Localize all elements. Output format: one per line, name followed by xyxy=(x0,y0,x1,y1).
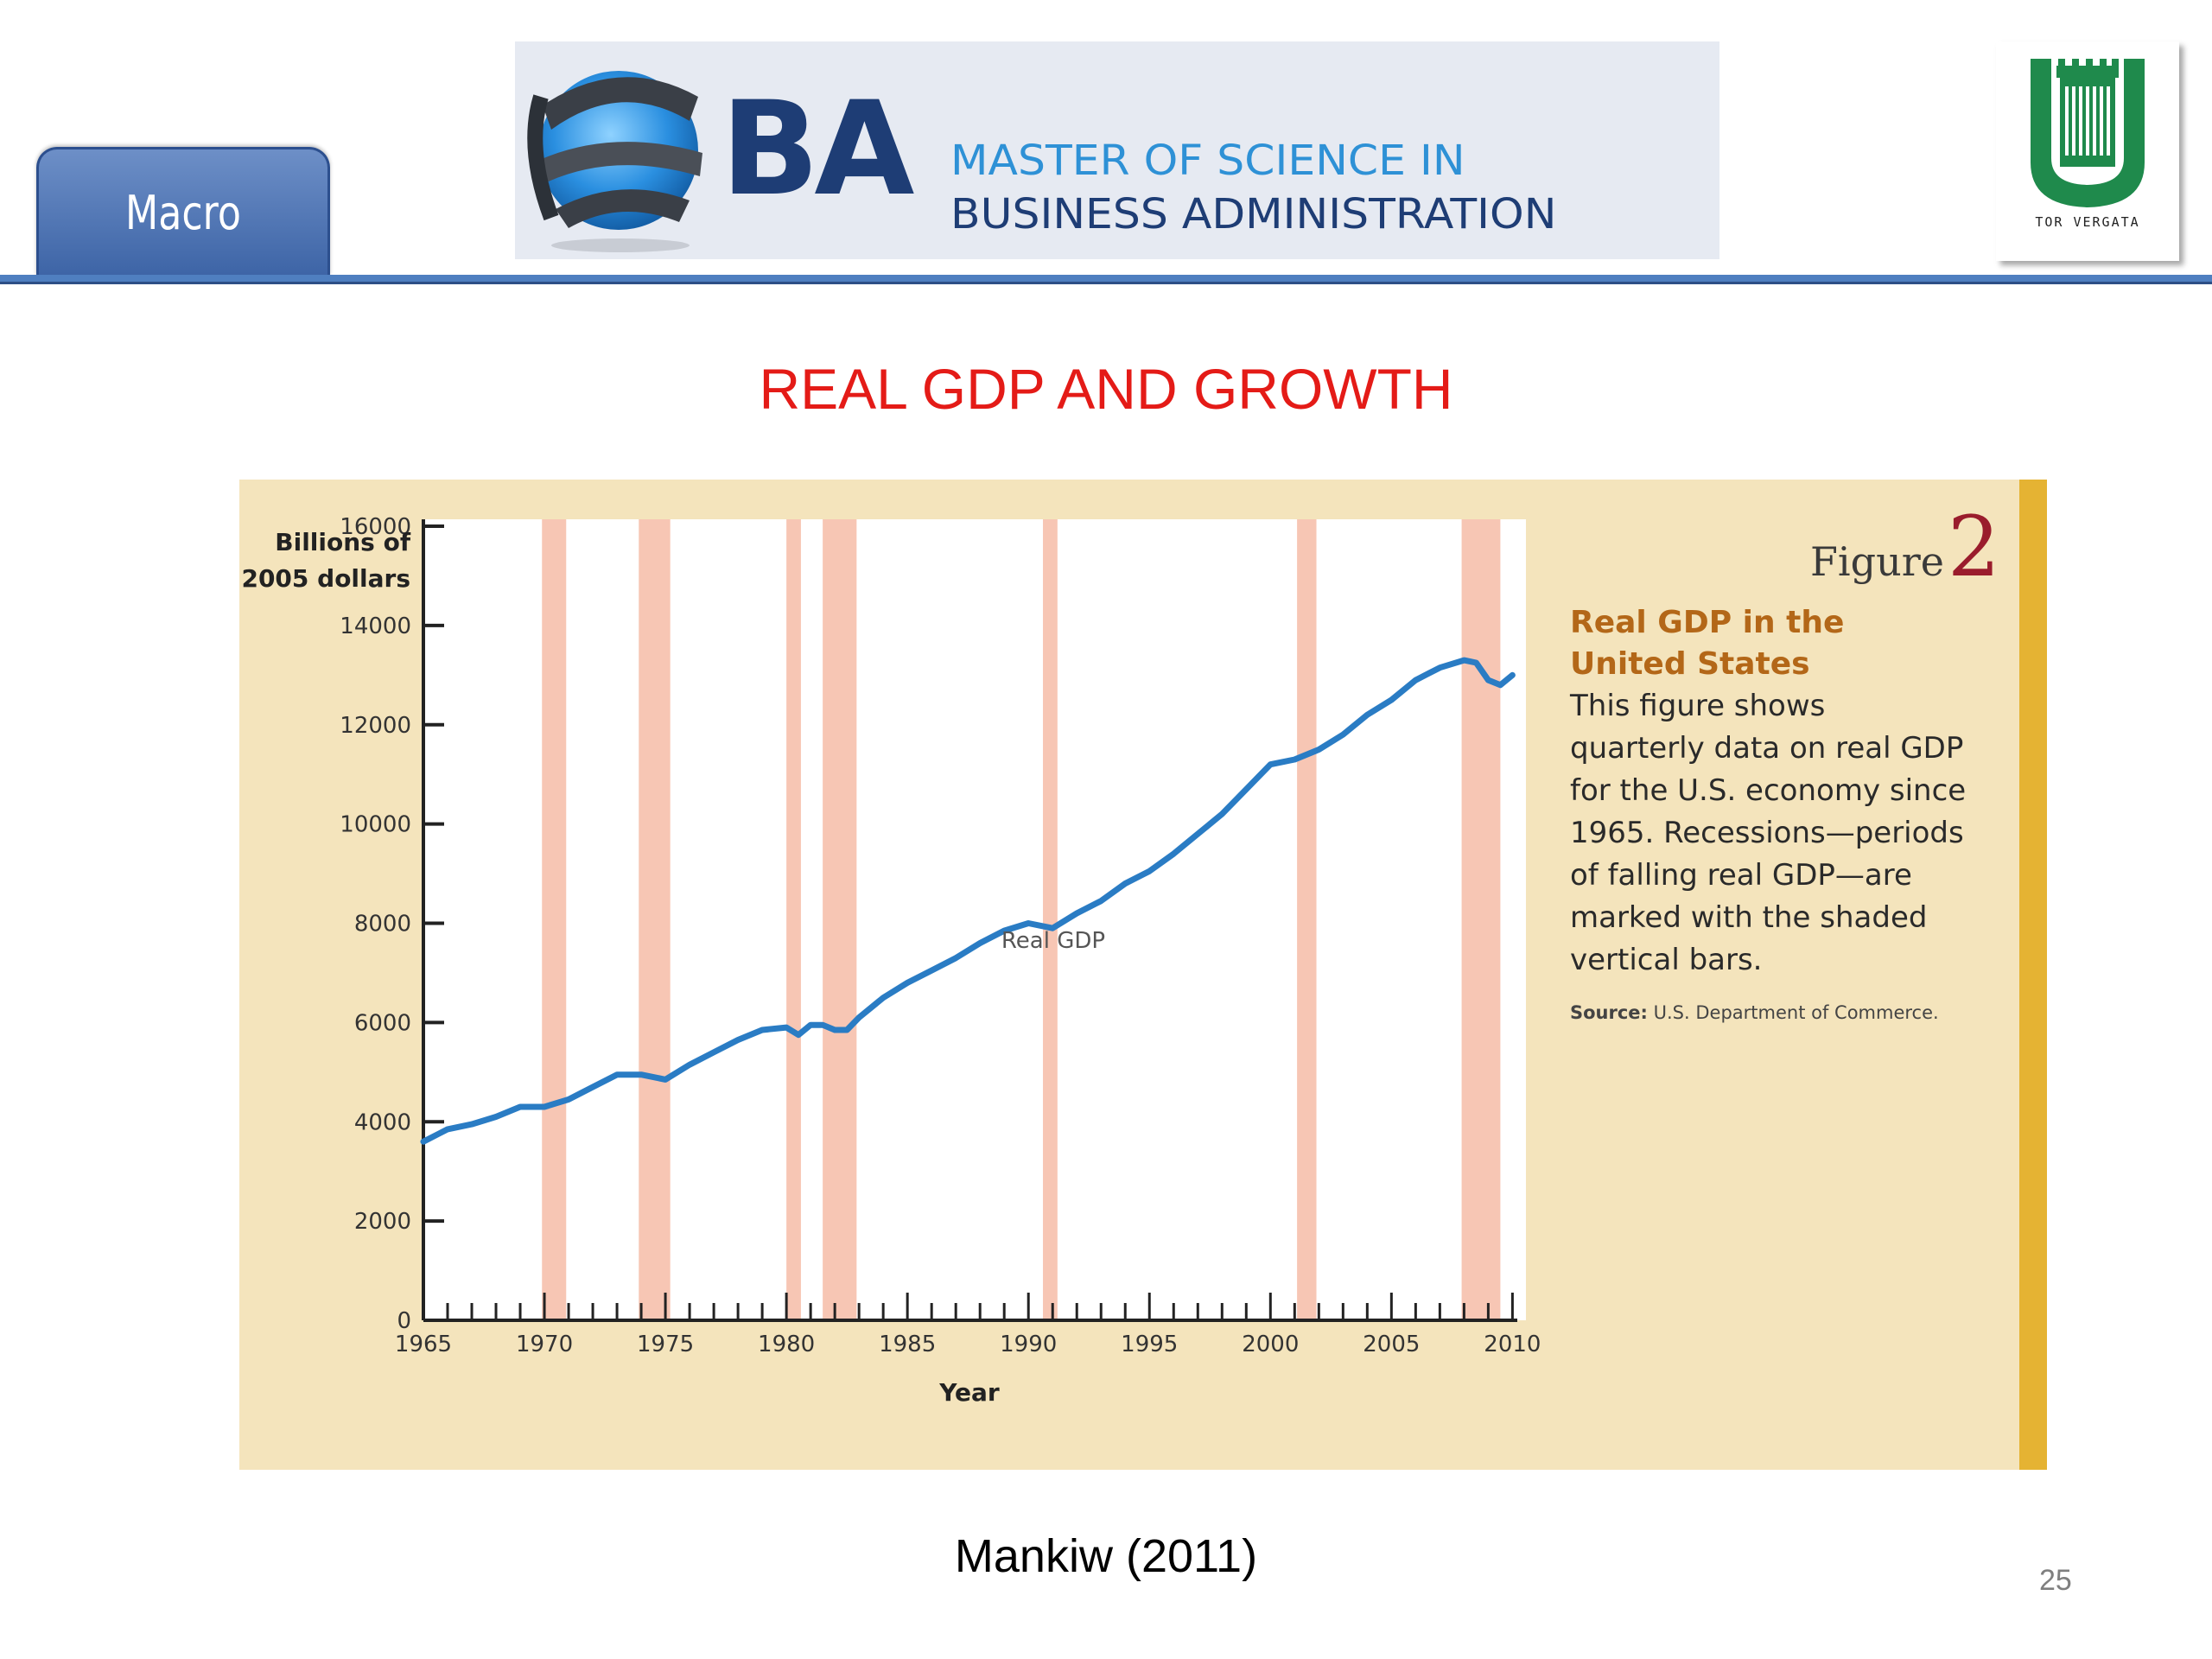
y-tick-label: 16000 xyxy=(340,514,411,540)
y-axis-label-line-2: 2005 dollars xyxy=(241,564,410,593)
x-tick-label: 1985 xyxy=(879,1332,936,1357)
recession-bar-4 xyxy=(1043,519,1058,1320)
y-tick-label: 4000 xyxy=(354,1109,411,1135)
series-line-0 xyxy=(420,657,1516,1145)
x-tick-label: 1970 xyxy=(516,1332,573,1357)
x-tick-label: 1975 xyxy=(637,1332,694,1357)
tower-emblem-icon xyxy=(2031,59,2145,207)
x-axis: 1965 1970 1975 1980 1985 1990 1995 2000 2005 2010 xyxy=(395,1293,1541,1357)
x-tick-label: 2010 xyxy=(1484,1332,1541,1357)
figure-panel: 0 2000 4000 6000 8000 10000 12000 14000 16000 19… xyxy=(239,480,2047,1470)
recession-bar-0 xyxy=(542,519,567,1320)
recession-bar-2 xyxy=(786,519,801,1320)
y-tick-label: 10000 xyxy=(340,812,411,838)
figure-source-text: U.S. Department of Commerce. xyxy=(1653,1002,1939,1023)
y-tick-label: 6000 xyxy=(354,1010,411,1036)
figure-caption-text: This figure shows quarterly data on real… xyxy=(1570,689,1967,977)
x-tick-label: 1965 xyxy=(395,1332,452,1357)
figure-caption-title: Real GDP in the United States xyxy=(1570,605,1845,682)
recession-bar-3 xyxy=(823,519,857,1320)
page-number: 25 xyxy=(2039,1564,2072,1597)
header-divider xyxy=(0,275,2212,284)
university-logo: TOR VERGATA xyxy=(1996,41,2179,261)
series-layer xyxy=(420,657,1516,1145)
citation: Mankiw (2011) xyxy=(954,1530,1258,1582)
banner-line-1: MASTER OF SCIENCE IN xyxy=(950,137,1465,185)
plot-area xyxy=(423,519,1526,1320)
x-tick-label: 2005 xyxy=(1363,1332,1420,1357)
y-axis-label-line-1: Billions of xyxy=(275,528,411,556)
banner-ba-mark: BA xyxy=(721,74,914,225)
y-tick-label: 2000 xyxy=(354,1209,411,1235)
university-name: TOR VERGATA xyxy=(2035,214,2140,230)
x-tick-label: 1990 xyxy=(1000,1332,1057,1357)
recession-bars xyxy=(542,519,1501,1320)
y-tick-label: 0 xyxy=(397,1308,411,1334)
series-annotation-real-gdp: Real GDP xyxy=(1001,928,1105,954)
figure-word: Figure xyxy=(1810,538,1944,585)
figure-number: 2 xyxy=(1947,499,2000,595)
figure-source: Source: U.S. Department of Commerce. xyxy=(1570,1002,1967,1023)
slide-title: REAL GDP AND GROWTH xyxy=(759,357,1453,421)
figure-caption: Real GDP in the United States This figur… xyxy=(1570,602,1967,1023)
x-tick-label: 1995 xyxy=(1121,1332,1178,1357)
panel-accent-stripe xyxy=(2019,480,2047,1470)
banner-line-2: BUSINESS ADMINISTRATION xyxy=(950,190,1557,238)
x-tick-label: 1980 xyxy=(758,1332,815,1357)
y-tick-label: 14000 xyxy=(340,613,411,639)
y-tick-label: 8000 xyxy=(354,912,411,938)
y-axis: 0 2000 4000 6000 8000 10000 12000 14000 16000 xyxy=(340,514,444,1334)
x-tick-label: 2000 xyxy=(1242,1332,1299,1357)
section-tab-label: Macro xyxy=(124,186,242,240)
section-tab-macro[interactable]: Macro xyxy=(36,147,330,276)
recession-bar-1 xyxy=(639,519,671,1320)
recession-bar-5 xyxy=(1297,519,1317,1320)
figure-source-label: Source: xyxy=(1570,1002,1648,1023)
program-banner: BA MASTER OF SCIENCE IN BUSINESS ADMINIS… xyxy=(515,41,1719,259)
x-axis-label: Year xyxy=(938,1378,1000,1407)
figure-heading: Figure2 xyxy=(1810,499,2000,595)
recession-bar-6 xyxy=(1461,519,1501,1320)
globe-logo-icon xyxy=(527,71,702,252)
y-tick-label: 12000 xyxy=(340,713,411,739)
gdp-line-chart: 0 2000 4000 6000 8000 10000 12000 14000 16000 19… xyxy=(241,514,1541,1407)
